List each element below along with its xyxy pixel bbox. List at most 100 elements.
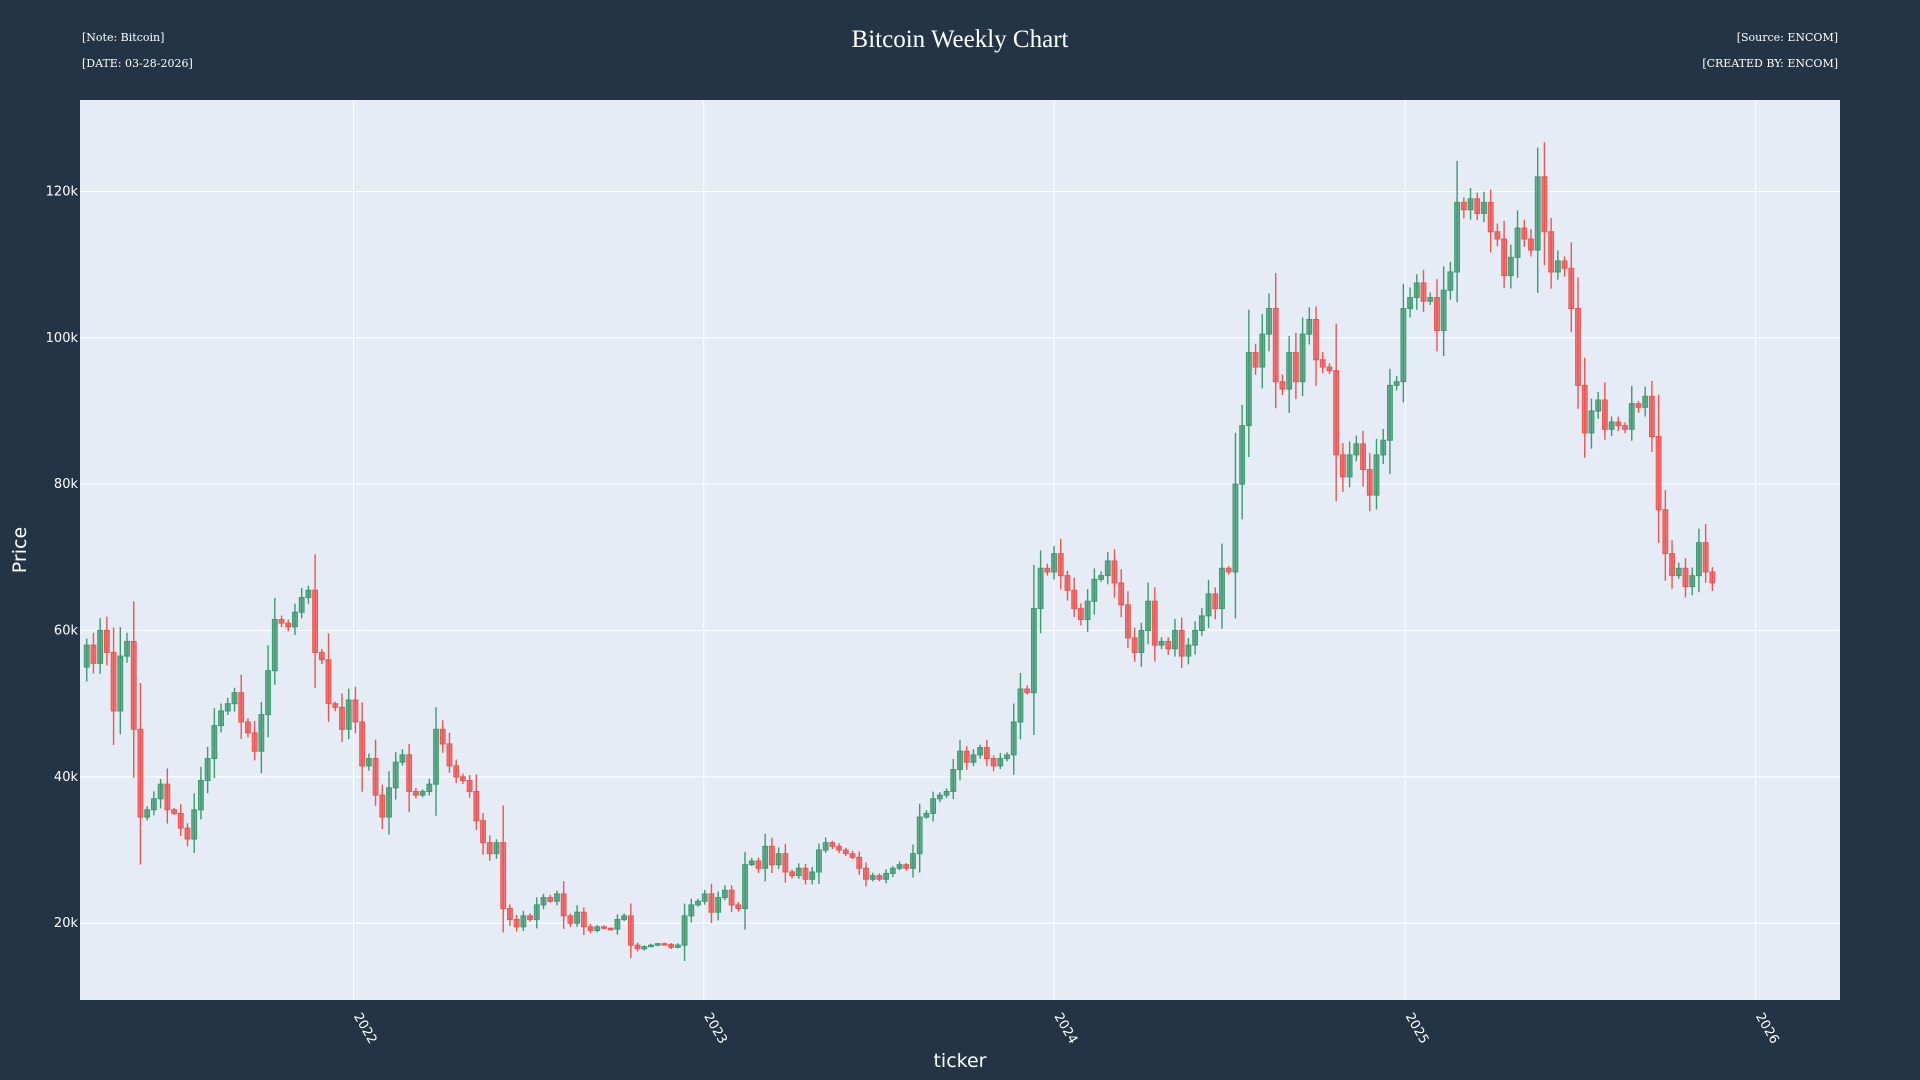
candle-body-up <box>1440 289 1447 331</box>
candle <box>903 863 910 871</box>
candle <box>197 766 204 820</box>
candle-body-down <box>1622 425 1628 430</box>
candle-body-down <box>473 790 480 822</box>
candle <box>567 913 574 928</box>
candle <box>211 708 218 779</box>
candle-body-up <box>916 816 923 855</box>
candle-body-down <box>1111 560 1118 584</box>
candle <box>1225 566 1232 575</box>
candle <box>1313 306 1319 386</box>
candle <box>184 823 191 847</box>
candle-body-up <box>1266 308 1272 335</box>
candle <box>701 889 708 905</box>
candle <box>1474 192 1481 221</box>
candle-body-down <box>1333 370 1340 456</box>
candle <box>990 755 997 772</box>
candle-body-up <box>1010 721 1017 756</box>
candle <box>224 697 231 715</box>
candle <box>641 945 648 951</box>
candle <box>110 627 117 745</box>
candle <box>507 904 513 927</box>
candle-body-up <box>1030 608 1037 694</box>
candle <box>943 788 950 798</box>
candle-body-up <box>1239 425 1246 485</box>
candle-body-down <box>963 750 970 763</box>
candle <box>1057 538 1064 590</box>
candle-body-up <box>977 747 984 756</box>
candle-body-down <box>1494 231 1501 240</box>
candle-body-up <box>816 849 822 873</box>
candle <box>540 893 547 910</box>
candle-body-down <box>829 842 836 847</box>
candle-body-down <box>1581 384 1588 434</box>
candle-body-up <box>426 783 433 792</box>
candle-body-down <box>1044 567 1051 573</box>
candle <box>742 851 748 930</box>
candle <box>795 863 802 879</box>
plot-background <box>80 100 1840 1000</box>
candle <box>1635 401 1642 413</box>
candles <box>83 142 1716 961</box>
candle <box>345 688 352 740</box>
candle-body-up <box>950 769 957 792</box>
candle-body-up <box>1387 384 1393 441</box>
candle-body-down <box>446 743 453 767</box>
candle-body-down <box>560 893 567 917</box>
candle <box>789 869 795 879</box>
candle-body-up <box>1380 439 1387 456</box>
candle-body-down <box>1178 629 1185 657</box>
date-label: [DATE: 03-28-2026] <box>82 57 193 70</box>
candle <box>1178 617 1185 669</box>
candle-body-down <box>1339 454 1346 478</box>
candle <box>1393 375 1400 391</box>
candle-body-up <box>1091 578 1098 602</box>
candle-body-down <box>1151 600 1158 646</box>
candle-body-down <box>1682 567 1689 588</box>
candle <box>1192 621 1199 655</box>
candle-body-down <box>708 893 715 913</box>
candle-body-down <box>486 842 493 855</box>
candle <box>889 866 896 878</box>
candle <box>842 847 849 857</box>
candle <box>735 901 742 912</box>
candle <box>1111 549 1118 598</box>
candle-body-up <box>204 758 211 781</box>
candle-body-down <box>1313 319 1319 361</box>
candle-body-up <box>97 629 104 664</box>
candle <box>1528 229 1534 257</box>
candle <box>426 778 433 796</box>
candle-body-down <box>177 812 184 829</box>
candle <box>1588 398 1595 449</box>
candle <box>486 835 493 861</box>
candle <box>1010 703 1017 775</box>
candle <box>869 872 876 882</box>
candle <box>1118 569 1125 618</box>
candle <box>661 942 668 946</box>
candle <box>1494 223 1501 247</box>
candle-body-down <box>278 619 285 624</box>
candle-body-up <box>695 900 701 906</box>
x-axis-ticks: 2022 2023 2024 2025 2026 <box>350 1011 1782 1047</box>
candle-body-up <box>1004 754 1010 760</box>
y-axis-label: Price <box>9 527 31 573</box>
candle-body-down <box>601 926 607 929</box>
candle <box>265 645 272 738</box>
candle-body-up <box>674 944 681 948</box>
candle-body-up <box>265 670 272 716</box>
candle <box>520 910 527 931</box>
candle-body-down <box>876 875 883 880</box>
candle <box>332 701 339 712</box>
candle-body-up <box>775 853 782 866</box>
candle <box>829 840 836 850</box>
candle <box>372 739 379 806</box>
candle-body-up <box>211 725 218 760</box>
candle <box>1622 422 1628 434</box>
candle <box>997 752 1004 770</box>
candle-body-down <box>1125 604 1131 639</box>
candle <box>1286 335 1293 413</box>
candle <box>1427 292 1434 305</box>
candle-body-up <box>910 853 916 869</box>
candle-body-up <box>1084 600 1091 621</box>
candle-body-up <box>748 860 755 866</box>
